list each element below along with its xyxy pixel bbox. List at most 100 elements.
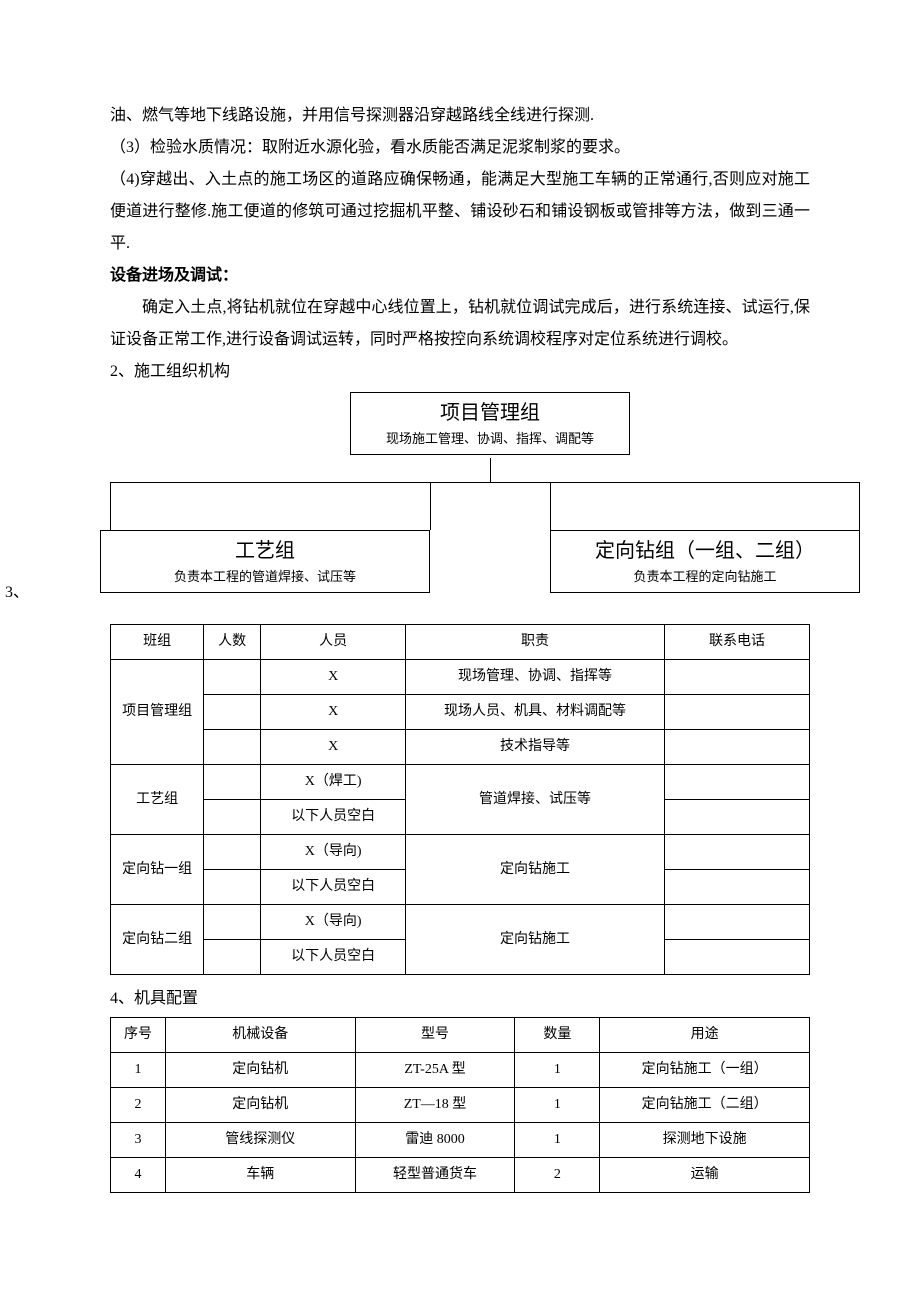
- cell: 运输: [600, 1158, 810, 1193]
- personnel-table: 班组 人数 人员 职责 联系电话 项目管理组X现场管理、协调、指挥等X现场人员、…: [110, 624, 810, 975]
- table-row: X现场人员、机具、材料调配等: [111, 695, 810, 730]
- th-duty: 职责: [406, 625, 665, 660]
- cell-duty: 管道焊接、试压等: [406, 765, 665, 835]
- th-use: 用途: [600, 1018, 810, 1053]
- cell: 1: [515, 1123, 600, 1158]
- org-box-left: 工艺组 负责本工程的管道焊接、试压等: [100, 530, 430, 593]
- cell-duty: 定向钻施工: [406, 905, 665, 975]
- cell-count: [204, 660, 261, 695]
- cell-person: X（焊工): [261, 765, 406, 800]
- cell: 2: [515, 1158, 600, 1193]
- page: 油、燃气等地下线路设施，并用信号探测器沿穿越路线全线进行探测. （3）检验水质情…: [0, 0, 920, 1253]
- cell-duty: 现场管理、协调、指挥等: [406, 660, 665, 695]
- table-row: 2定向钻机ZT—18 型1定向钻施工（二组）: [111, 1088, 810, 1123]
- org-right-sub: 负责本工程的定向钻施工: [551, 567, 859, 588]
- cell-person: 以下人员空白: [261, 870, 406, 905]
- table-row: 3管线探测仪雷迪 80001探测地下设施: [111, 1123, 810, 1158]
- section-4-heading: 4、机具配置: [110, 983, 810, 1015]
- cell-count: [204, 870, 261, 905]
- table-row: 定向钻一组X（导向)定向钻施工: [111, 835, 810, 870]
- th-group: 班组: [111, 625, 204, 660]
- table-row: X技术指导等: [111, 730, 810, 765]
- cell-person: X（导向): [261, 835, 406, 870]
- th-qty: 数量: [515, 1018, 600, 1053]
- cell-group: 定向钻一组: [111, 835, 204, 905]
- cell: 定向钻施工（一组）: [600, 1053, 810, 1088]
- org-box-right: 定向钻组（一组、二组） 负责本工程的定向钻施工: [550, 530, 860, 593]
- th-count: 人数: [204, 625, 261, 660]
- cell-group: 项目管理组: [111, 660, 204, 765]
- cell: 定向钻机: [165, 1053, 355, 1088]
- paragraph-item-4: （4)穿越出、入土点的施工场区的道路应确保畅通，能满足大型施工车辆的正常通行,否…: [110, 164, 810, 260]
- cell-person: X: [261, 660, 406, 695]
- section-3-heading: 3、: [5, 577, 29, 609]
- table-header-row: 班组 人数 人员 职责 联系电话: [111, 625, 810, 660]
- cell: 2: [111, 1088, 166, 1123]
- cell-count: [204, 730, 261, 765]
- org-line: [430, 482, 431, 530]
- table-row: 项目管理组X现场管理、协调、指挥等: [111, 660, 810, 695]
- cell: 车辆: [165, 1158, 355, 1193]
- table-row: 1定向钻机ZT-25A 型1定向钻施工（一组）: [111, 1053, 810, 1088]
- cell: 雷迪 8000: [355, 1123, 515, 1158]
- section-2-heading: 2、施工组织机构: [110, 356, 810, 388]
- cell-phone: [664, 800, 809, 835]
- th-person: 人员: [261, 625, 406, 660]
- org-line: [550, 482, 551, 530]
- org-top-title: 项目管理组: [351, 397, 629, 429]
- org-line: [110, 482, 111, 530]
- cell-count: [204, 695, 261, 730]
- cell: ZT—18 型: [355, 1088, 515, 1123]
- cell: ZT-25A 型: [355, 1053, 515, 1088]
- cell-phone: [664, 695, 809, 730]
- cell: 1: [111, 1053, 166, 1088]
- org-chart: 项目管理组 现场施工管理、协调、指挥、调配等 工艺组 负责本工程的管道焊接、试压…: [110, 392, 810, 622]
- cell-group: 工艺组: [111, 765, 204, 835]
- org-line: [490, 458, 491, 482]
- paragraph-line: 油、燃气等地下线路设施，并用信号探测器沿穿越路线全线进行探测.: [110, 100, 810, 132]
- cell-phone: [664, 765, 809, 800]
- cell-person: X: [261, 695, 406, 730]
- table-header-row: 序号 机械设备 型号 数量 用途: [111, 1018, 810, 1053]
- cell: 1: [515, 1088, 600, 1123]
- cell-group: 定向钻二组: [111, 905, 204, 975]
- org-left-sub: 负责本工程的管道焊接、试压等: [101, 567, 429, 588]
- cell-duty: 技术指导等: [406, 730, 665, 765]
- cell: 探测地下设施: [600, 1123, 810, 1158]
- org-left-title: 工艺组: [101, 535, 429, 567]
- cell-phone: [664, 940, 809, 975]
- cell-person: X（导向): [261, 905, 406, 940]
- cell-count: [204, 905, 261, 940]
- cell: 轻型普通货车: [355, 1158, 515, 1193]
- cell-person: 以下人员空白: [261, 800, 406, 835]
- cell: 定向钻施工（二组）: [600, 1088, 810, 1123]
- cell: 3: [111, 1123, 166, 1158]
- cell-person: 以下人员空白: [261, 940, 406, 975]
- paragraph-item-3: （3）检验水质情况：取附近水源化验，看水质能否满足泥浆制浆的要求。: [110, 132, 810, 164]
- cell-phone: [664, 835, 809, 870]
- equipment-table: 序号 机械设备 型号 数量 用途 1定向钻机ZT-25A 型1定向钻施工（一组）…: [110, 1017, 810, 1193]
- cell-phone: [664, 870, 809, 905]
- th-model: 型号: [355, 1018, 515, 1053]
- cell-duty: 现场人员、机具、材料调配等: [406, 695, 665, 730]
- table-row: 工艺组X（焊工)管道焊接、试压等: [111, 765, 810, 800]
- table-row: 4车辆轻型普通货车2运输: [111, 1158, 810, 1193]
- org-right-title: 定向钻组（一组、二组）: [551, 535, 859, 567]
- org-box-top: 项目管理组 现场施工管理、协调、指挥、调配等: [350, 392, 630, 455]
- th-phone: 联系电话: [664, 625, 809, 660]
- table-row: 定向钻二组X（导向)定向钻施工: [111, 905, 810, 940]
- paragraph-equipment: 确定入土点,将钻机就位在穿越中心线位置上，钻机就位调试完成后，进行系统连接、试运…: [110, 292, 810, 356]
- cell-phone: [664, 905, 809, 940]
- cell-duty: 定向钻施工: [406, 835, 665, 905]
- cell-phone: [664, 660, 809, 695]
- heading-equipment: 设备进场及调试：: [110, 260, 810, 292]
- cell: 管线探测仪: [165, 1123, 355, 1158]
- cell-person: X: [261, 730, 406, 765]
- cell-phone: [664, 730, 809, 765]
- org-line: [859, 482, 860, 530]
- cell: 4: [111, 1158, 166, 1193]
- cell-count: [204, 800, 261, 835]
- cell-count: [204, 835, 261, 870]
- org-line: [110, 482, 860, 483]
- cell-count: [204, 940, 261, 975]
